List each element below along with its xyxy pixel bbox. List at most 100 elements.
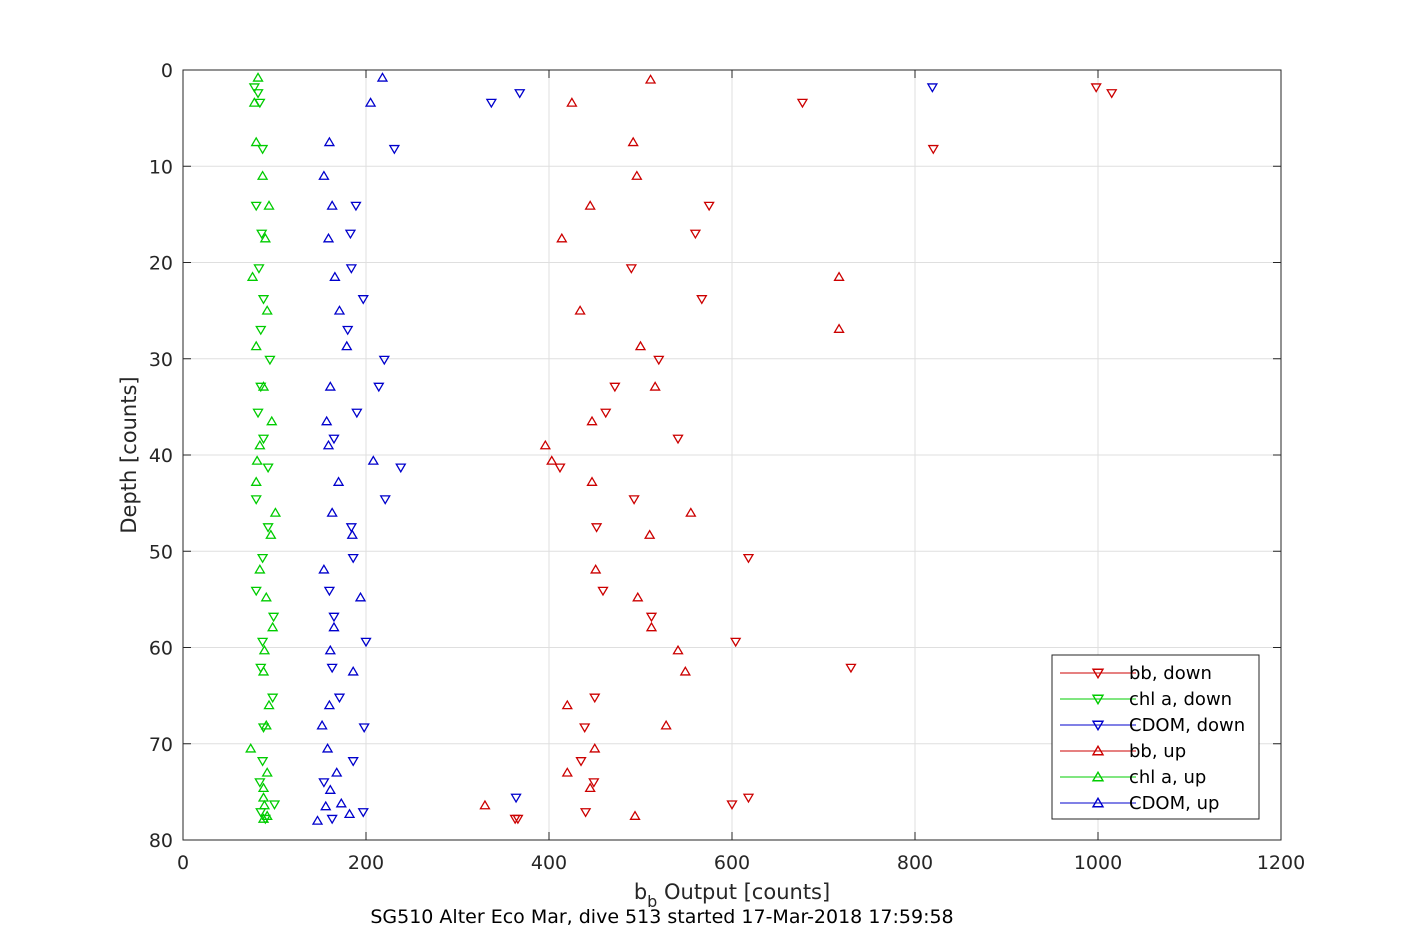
- x-axis-label-subscript: b: [647, 892, 657, 911]
- data-point-triangle-up: [320, 800, 332, 811]
- data-point-triangle-down: [742, 793, 755, 804]
- x-axis-label-rest: Output [counts]: [657, 880, 830, 904]
- data-point-triangle-up: [321, 415, 333, 426]
- data-point-triangle-up: [266, 415, 278, 426]
- data-point-triangle-up: [332, 476, 345, 486]
- data-point-triangle-down: [256, 229, 268, 240]
- data-point-triangle-up: [322, 232, 335, 243]
- data-point-triangle-up: [321, 743, 334, 753]
- data-point-triangle-up: [376, 72, 389, 82]
- data-point-triangle-up: [584, 782, 596, 793]
- y-tick-label: 10: [149, 156, 173, 178]
- x-tick-label: 600: [714, 852, 750, 874]
- data-point-triangle-down: [328, 434, 340, 445]
- data-point-triangle-down: [726, 800, 738, 810]
- data-point-triangle-down: [628, 495, 640, 505]
- data-point-triangle-up: [254, 439, 266, 450]
- data-point-triangle-up: [329, 271, 341, 281]
- data-point-triangle-up: [257, 381, 270, 391]
- legend-box: [1051, 654, 1260, 820]
- data-point-triangle-down: [326, 814, 338, 825]
- axis-ticks: 0 200 400 600 800 1000 1200 0 10 20 30 40 50 60 70 80: [149, 60, 1305, 874]
- data-point-triangle-down: [351, 408, 363, 419]
- x-tick-label: 800: [897, 852, 933, 874]
- data-point-triangle-down: [262, 463, 274, 474]
- data-point-triangle-up: [590, 563, 602, 574]
- data-point-triangle-down: [509, 814, 521, 825]
- data-point-triangle-down: [350, 201, 362, 212]
- legend-marker: [1091, 694, 1105, 706]
- y-tick-label: 80: [149, 830, 173, 852]
- data-point-triangle-down: [256, 553, 269, 564]
- data-point-triangle-up: [256, 170, 269, 180]
- data-point-triangle-up: [333, 305, 346, 315]
- data-point-triangle-up: [254, 563, 266, 574]
- data-point-triangle-up: [324, 381, 336, 391]
- data-point-triangle-down: [267, 693, 279, 704]
- data-point-triangle-up: [631, 170, 643, 180]
- data-point-triangle-down: [600, 408, 612, 419]
- data-point-triangle-up: [257, 813, 270, 823]
- data-point-triangle-up: [343, 808, 356, 819]
- y-tick-label: 30: [149, 349, 173, 371]
- data-point-triangle-down: [579, 808, 592, 818]
- data-point-triangle-up: [645, 621, 658, 632]
- data-point-triangle-up: [250, 136, 262, 147]
- data-point-triangle-up: [479, 799, 491, 810]
- data-point-triangle-down: [252, 408, 264, 419]
- x-tick-label: 400: [531, 852, 567, 874]
- data-point-triangle-up: [261, 305, 273, 315]
- data-point-triangle-up: [632, 591, 644, 602]
- y-tick-label: 0: [161, 60, 173, 82]
- data-point-triangle-down: [730, 637, 742, 648]
- data-point-triangle-up: [546, 455, 558, 465]
- y-axis-label: Depth [counts]: [117, 376, 141, 533]
- data-point-triangle-up: [311, 815, 324, 825]
- data-point-triangle-down: [579, 723, 591, 733]
- data-point-triangle-up: [574, 305, 586, 315]
- data-point-triangle-down: [703, 201, 715, 212]
- legend-marker: [1091, 720, 1105, 732]
- data-point-triangle-down: [328, 612, 340, 623]
- legend-label: bb, up: [1129, 741, 1186, 762]
- data-point-triangle-down: [262, 523, 274, 533]
- data-point-triangle-down: [357, 295, 369, 305]
- data-point-triangle-down: [653, 355, 665, 366]
- data-point-triangle-up: [260, 591, 272, 602]
- data-point-triangle-down: [257, 434, 270, 445]
- data-point-triangle-down: [514, 89, 526, 99]
- data-point-triangle-up: [561, 767, 573, 777]
- legend-label: bb, down: [1129, 663, 1212, 684]
- data-point-triangle-up: [326, 507, 338, 517]
- y-tick-label: 50: [149, 541, 173, 563]
- data-point-triangle-up: [589, 743, 601, 753]
- data-point-triangle-up: [318, 563, 330, 574]
- data-point-triangle-down: [485, 98, 497, 109]
- data-point-triangle-up: [326, 200, 338, 210]
- data-point-triangle-down: [395, 463, 407, 474]
- data-point-triangle-down: [597, 586, 609, 597]
- data-point-triangle-down: [388, 144, 401, 155]
- x-tick-label: 1000: [1074, 852, 1122, 874]
- x-tick-label: 1200: [1257, 852, 1305, 874]
- y-tick-label: 60: [149, 638, 173, 660]
- data-point-triangle-up: [629, 810, 641, 820]
- data-point-triangle-down: [1106, 89, 1118, 99]
- data-point-triangle-down: [326, 663, 338, 674]
- data-point-triangle-up: [649, 381, 661, 391]
- data-point-triangle-up: [634, 340, 647, 351]
- data-markers: [245, 72, 1118, 825]
- data-point-triangle-down: [742, 553, 755, 564]
- legend-label: CDOM, up: [1129, 793, 1219, 814]
- legend: bb, down chl a, down CDOM, down bb, up chl a…: [1051, 654, 1260, 820]
- data-point-triangle-down: [696, 295, 708, 305]
- data-point-triangle-down: [672, 434, 684, 445]
- data-point-triangle-down: [256, 757, 269, 767]
- data-point-triangle-down: [373, 382, 385, 393]
- data-point-triangle-down: [256, 144, 269, 155]
- data-point-triangle-up: [257, 666, 270, 676]
- data-point-triangle-up: [250, 340, 262, 351]
- data-point-triangle-up: [245, 743, 257, 753]
- data-point-triangle-down: [554, 463, 566, 474]
